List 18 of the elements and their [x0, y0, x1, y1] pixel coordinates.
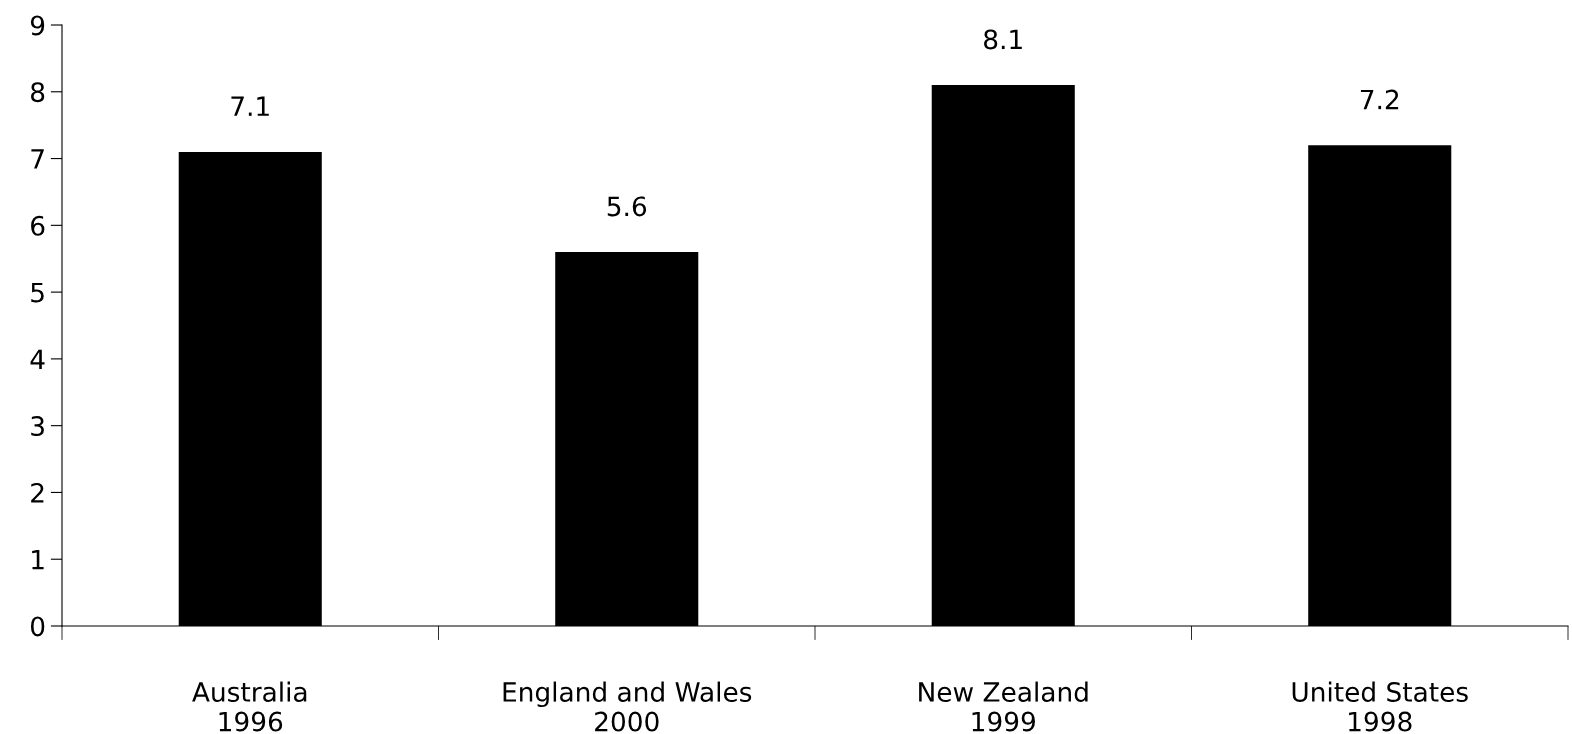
y-tick-label: 9: [30, 15, 45, 36]
y-tick-label: 8: [31, 82, 45, 103]
y-tick-label: 7: [31, 149, 44, 169]
x-tick-label: New Zealand 1999: [919, 681, 1088, 732]
y-tick-label: 6: [31, 215, 45, 236]
y-tick-label: 2: [31, 482, 44, 503]
x-tick-label: United States 1998: [1292, 681, 1468, 732]
x-tick-label: England and Wales 2000: [503, 681, 752, 732]
data-label: 7.1: [231, 96, 269, 116]
y-tick-label: 5: [31, 282, 44, 303]
data-label: 7.2: [1360, 89, 1399, 110]
y-tick-label: 4: [30, 349, 45, 369]
y-tick-label: 1: [32, 550, 44, 570]
y-tick-label: 3: [31, 416, 44, 437]
y-tick-label: 0: [30, 616, 45, 637]
data-label: 5.6: [607, 196, 647, 217]
x-tick-label: Australia 1996: [192, 681, 307, 732]
data-label: 8.1: [984, 29, 1022, 50]
